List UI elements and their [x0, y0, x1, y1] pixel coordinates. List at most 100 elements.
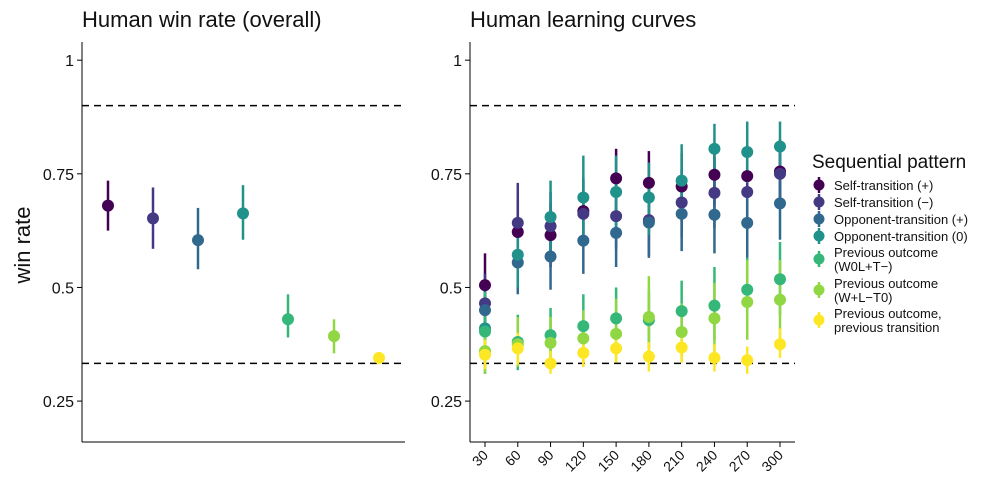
data-point	[577, 234, 590, 247]
y-axis-label: win rate	[10, 206, 35, 284]
x-tick-label: 60	[502, 447, 524, 469]
x-tick-label: 150	[594, 447, 622, 475]
legend-items: Self-transition (+) Self-transition (−) Op…	[813, 177, 968, 335]
legend-key-point	[813, 284, 825, 296]
data-point	[479, 304, 491, 317]
panel-title-learning-curves: Human learning curves	[470, 7, 696, 32]
data-point	[774, 197, 786, 210]
data-points	[479, 121, 786, 374]
y-tick-label: 0.5	[52, 280, 74, 297]
data-point	[708, 299, 721, 312]
y-ticks: 0.25 0.5 0.75 1	[431, 53, 470, 411]
legend-label: Self-transition (+)	[834, 178, 933, 193]
y-tick-label: 0.25	[431, 394, 462, 411]
data-point	[610, 312, 623, 325]
data-point	[544, 250, 557, 263]
legend-title: Sequential pattern	[812, 152, 966, 173]
data-point	[282, 313, 294, 326]
data-point	[642, 311, 655, 323]
x-ticks: 30 60 90 120 150 180 210 240 270 300	[469, 442, 786, 475]
data-point	[774, 293, 786, 306]
panel-learning-curves: Human learning curves 0.25 0.5 0.75 1 30 60 9…	[431, 7, 795, 475]
data-point	[708, 142, 721, 155]
y-tick-label: 0.75	[431, 167, 462, 184]
data-point	[642, 350, 655, 363]
data-point	[577, 320, 590, 333]
data-point	[774, 273, 786, 286]
data-point	[642, 216, 655, 229]
legend-label: Previous outcome	[834, 245, 938, 260]
data-point	[774, 167, 786, 180]
data-point	[544, 336, 557, 349]
reference-lines	[470, 104, 795, 365]
legend-label: Opponent-transition (0)	[834, 229, 968, 244]
reference-lines	[82, 104, 405, 365]
data-point	[708, 351, 721, 364]
data-point	[102, 199, 114, 212]
y-tick-label: 0.5	[440, 280, 462, 297]
y-tick-label: 0.25	[43, 394, 74, 411]
legend-key-point	[813, 213, 825, 225]
y-tick-label: 1	[65, 53, 74, 70]
data-point	[610, 327, 623, 340]
data-point	[708, 208, 721, 221]
y-ticks: 0.25 0.5 0.75 1	[43, 53, 82, 411]
data-point	[675, 207, 688, 220]
legend: Sequential pattern Self-transition (+)Se…	[812, 152, 968, 335]
data-point	[373, 351, 385, 364]
data-point	[708, 186, 721, 199]
data-point	[610, 172, 623, 185]
x-tick-label: 270	[726, 447, 754, 475]
data-point	[577, 191, 590, 204]
data-point	[511, 248, 524, 261]
data-point	[675, 326, 688, 338]
x-tick-label: 300	[758, 447, 786, 475]
data-point	[741, 354, 754, 367]
data-point	[774, 338, 786, 351]
data-point	[675, 196, 688, 209]
data-points	[102, 180, 385, 364]
data-point	[741, 216, 754, 229]
data-point	[147, 212, 159, 225]
legend-label: Previous outcome,	[834, 306, 942, 321]
data-point	[675, 174, 688, 187]
data-point	[741, 170, 754, 183]
panel-title-overall: Human win rate (overall)	[82, 7, 322, 32]
legend-label: Opponent-transition (+)	[834, 212, 968, 227]
legend-label: (W0L+T−)	[834, 259, 893, 274]
data-point	[610, 186, 623, 198]
y-tick-label: 1	[453, 53, 462, 70]
data-point	[577, 346, 590, 359]
data-point	[544, 211, 557, 223]
x-tick-label: 210	[660, 447, 688, 475]
data-point	[511, 342, 524, 355]
data-point	[774, 140, 786, 153]
data-point	[708, 168, 721, 181]
data-point	[610, 210, 623, 223]
data-point	[642, 176, 655, 189]
legend-label: Previous outcome	[834, 276, 938, 291]
panel-overall: Human win rate (overall) win rate 0.250.…	[10, 7, 405, 443]
data-point	[741, 296, 754, 308]
data-point	[675, 305, 688, 318]
data-point	[479, 279, 491, 292]
data-point	[544, 220, 557, 233]
y-tick-label: 0.75	[43, 167, 74, 184]
data-point	[479, 325, 491, 338]
data-point	[642, 191, 655, 204]
x-tick-label: 180	[627, 447, 655, 475]
data-point	[479, 348, 491, 361]
data-point	[577, 207, 590, 220]
data-point	[511, 226, 524, 238]
legend-label: Self-transition (−)	[834, 195, 933, 210]
data-point	[544, 229, 557, 242]
data-point	[741, 186, 754, 198]
data-point	[675, 341, 688, 354]
legend-key-point	[813, 253, 825, 265]
data-point	[328, 330, 340, 343]
data-point	[192, 234, 204, 247]
data-point	[741, 283, 754, 296]
data-point	[511, 216, 524, 229]
data-point	[610, 342, 623, 355]
